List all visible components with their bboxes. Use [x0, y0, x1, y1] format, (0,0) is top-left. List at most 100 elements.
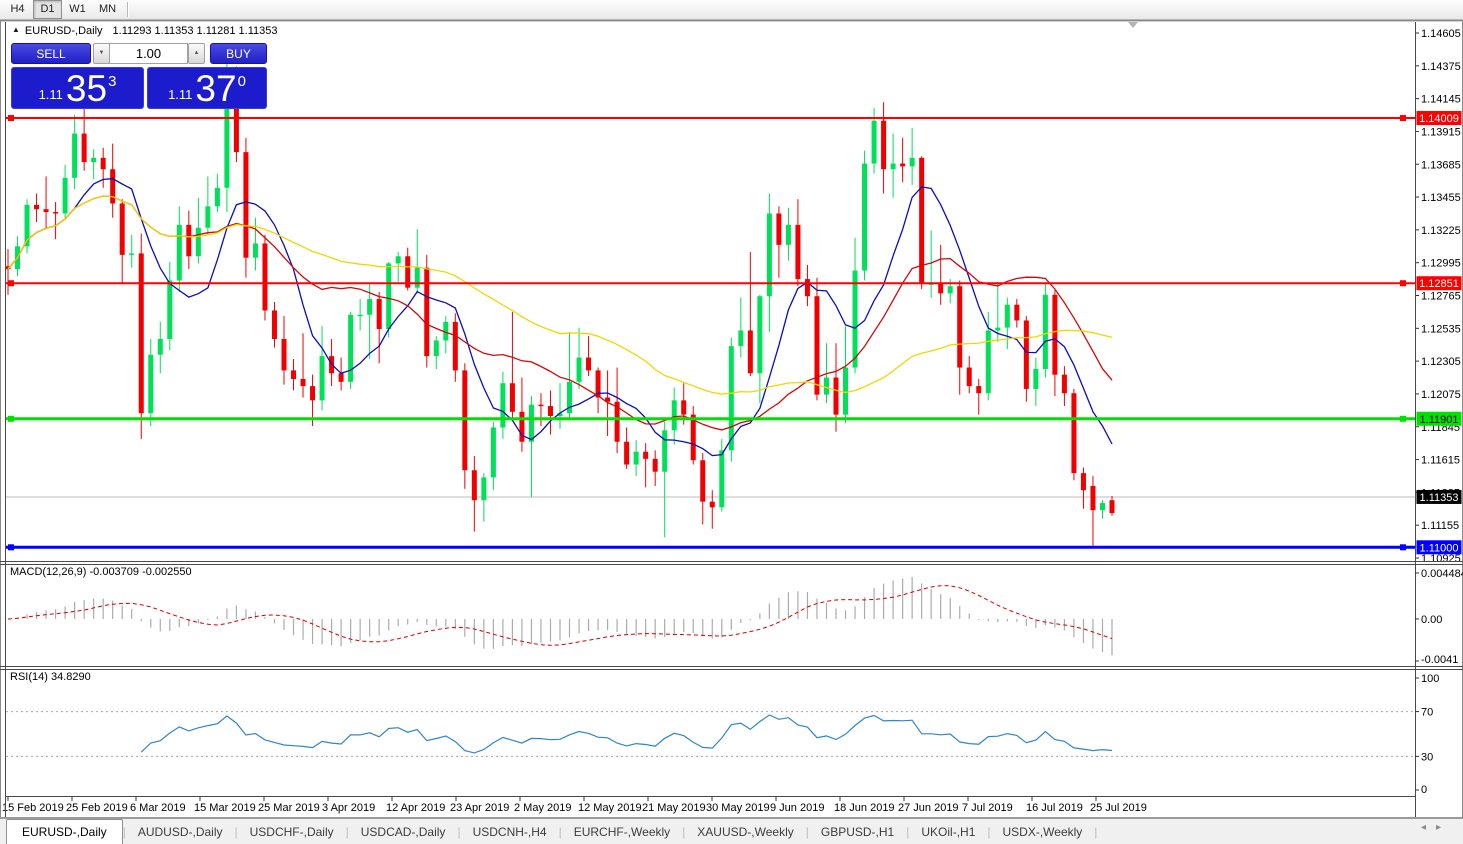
- candle: [243, 152, 249, 258]
- line-handle[interactable]: [8, 544, 14, 551]
- candle: [833, 377, 839, 415]
- candle: [1014, 304, 1020, 321]
- chart-tab-audusd-daily[interactable]: AUDUSD-,Daily: [137, 824, 223, 839]
- line-handle[interactable]: [8, 115, 14, 122]
- candle: [338, 373, 344, 382]
- candle: [947, 286, 953, 294]
- candle: [5, 266, 11, 270]
- candle: [509, 383, 515, 412]
- y-axis-tick-label: 1.11615: [1421, 455, 1460, 467]
- chart-tab-usdcnh-h4[interactable]: USDCNH-,H4: [472, 824, 547, 839]
- y-axis-tick-label: 1.12995: [1421, 258, 1461, 270]
- rsi-line: [140, 714, 1113, 754]
- timeframe-toolbar: H4 D1 W1 MN: [0, 0, 1463, 20]
- tab-divider: |: [122, 824, 126, 839]
- candle: [919, 157, 925, 284]
- candle: [557, 413, 563, 417]
- rsi-axis-label: 70: [1421, 707, 1433, 719]
- timeframe-mn[interactable]: MN: [98, 3, 117, 15]
- candle: [119, 203, 125, 255]
- volume-increase-button[interactable]: ▲: [188, 43, 205, 64]
- tab-scroll-right-icon[interactable]: ▸: [1435, 822, 1451, 833]
- line-handle[interactable]: [8, 415, 14, 422]
- candle: [53, 212, 59, 214]
- chart-tab-ukoil-h1[interactable]: UKOil-,H1: [921, 824, 976, 839]
- candle: [567, 381, 573, 414]
- macd-axis-label: -0.0041: [1421, 654, 1458, 666]
- candle: [1004, 304, 1010, 328]
- candle: [624, 441, 630, 465]
- timeframe-d1[interactable]: D1: [33, 0, 62, 19]
- candle: [452, 321, 458, 371]
- candle: [367, 299, 373, 315]
- level-price-badge-text: 1.11000: [1420, 542, 1459, 554]
- ma-45-line: [7, 195, 1113, 395]
- candle: [633, 451, 639, 465]
- x-axis-date-label: 25 Jul 2019: [1090, 802, 1147, 814]
- candle: [595, 370, 601, 398]
- line-handle[interactable]: [1400, 280, 1406, 287]
- sell-button[interactable]: SELL: [11, 43, 91, 64]
- volume-input[interactable]: [109, 43, 188, 64]
- candle: [671, 400, 677, 431]
- macd-axis-label: 0.00: [1421, 614, 1442, 626]
- y-axis-tick-label: 1.12765: [1421, 291, 1461, 303]
- current-price-badge-text: 1.11353: [1420, 492, 1459, 504]
- candle: [1099, 503, 1105, 511]
- sell-price-box[interactable]: 1.11 35 3: [11, 67, 144, 109]
- candle: [1071, 393, 1077, 474]
- sell-price-prefix: 1.11: [38, 87, 63, 102]
- line-handle[interactable]: [1400, 415, 1406, 422]
- candle: [1033, 368, 1039, 389]
- ohlc-values: 1.11293 1.11353 1.11281 1.11353: [112, 25, 278, 37]
- buy-price-box[interactable]: 1.11 37 0: [147, 67, 267, 109]
- candle: [100, 157, 106, 170]
- chart-tab-usdcad-daily[interactable]: USDCAD-,Daily: [360, 824, 446, 839]
- candle: [890, 163, 896, 170]
- candle: [1109, 500, 1115, 514]
- collapse-arrow-icon[interactable]: ▲: [12, 25, 20, 34]
- candle: [795, 224, 801, 280]
- candle: [728, 346, 734, 451]
- candle: [157, 339, 163, 355]
- chart-tab-gbpusd-h1[interactable]: GBPUSD-,H1: [820, 824, 895, 839]
- toolbar-separator: [127, 2, 129, 17]
- candle: [804, 279, 810, 297]
- buy-button[interactable]: BUY: [210, 43, 267, 64]
- candle: [490, 427, 496, 478]
- tab-scroll-left-icon[interactable]: ◂: [1420, 822, 1436, 833]
- tab-divider: |: [457, 824, 461, 839]
- candle: [291, 370, 297, 379]
- candle: [757, 296, 763, 374]
- x-axis-date-label: 25 Mar 2019: [258, 802, 320, 814]
- line-handle[interactable]: [1400, 115, 1406, 122]
- rsi-axis-label: 0: [1421, 784, 1427, 796]
- chart-tab-usdchf-daily[interactable]: USDCHF-,Daily: [249, 824, 334, 839]
- y-axis-tick-label: 1.14605: [1421, 28, 1461, 40]
- line-handle[interactable]: [8, 280, 14, 287]
- x-axis-date-label: 30 May 2019: [706, 802, 770, 814]
- volume-decrease-button[interactable]: ▼: [93, 43, 110, 64]
- line-handle[interactable]: [1400, 544, 1406, 551]
- scroll-to-latest-marker[interactable]: [1128, 22, 1138, 28]
- y-axis-tick-label: 1.12305: [1421, 356, 1461, 368]
- chart-symbol-label: EURUSD-,Daily: [24, 25, 103, 37]
- sell-price-big: 35: [65, 67, 108, 109]
- chart-tab-eurchf-weekly[interactable]: EURCHF-,Weekly: [573, 824, 671, 839]
- tab-scroll-arrows: ◂▸: [1421, 822, 1451, 833]
- candle: [576, 357, 582, 382]
- y-axis-tick-label: 1.13455: [1421, 192, 1461, 204]
- chart-tab-eurusd-daily[interactable]: EURUSD-,Daily: [6, 819, 123, 844]
- candle: [319, 356, 325, 401]
- chart-tab-xauusd-weekly[interactable]: XAUUSD-,Weekly: [697, 824, 794, 839]
- chart-tab-usdx-weekly[interactable]: USDX-,Weekly: [1002, 824, 1083, 839]
- level-price-badge: [1416, 111, 1462, 126]
- timeframe-w1[interactable]: W1: [69, 3, 86, 15]
- candle: [814, 296, 820, 395]
- candle: [1042, 294, 1048, 369]
- x-axis-date-label: 16 Jul 2019: [1026, 802, 1083, 814]
- y-axis-tick-label: 1.14375: [1421, 61, 1461, 73]
- timeframe-h4[interactable]: H4: [10, 3, 25, 15]
- x-axis-date-label: 7 Jul 2019: [962, 802, 1013, 814]
